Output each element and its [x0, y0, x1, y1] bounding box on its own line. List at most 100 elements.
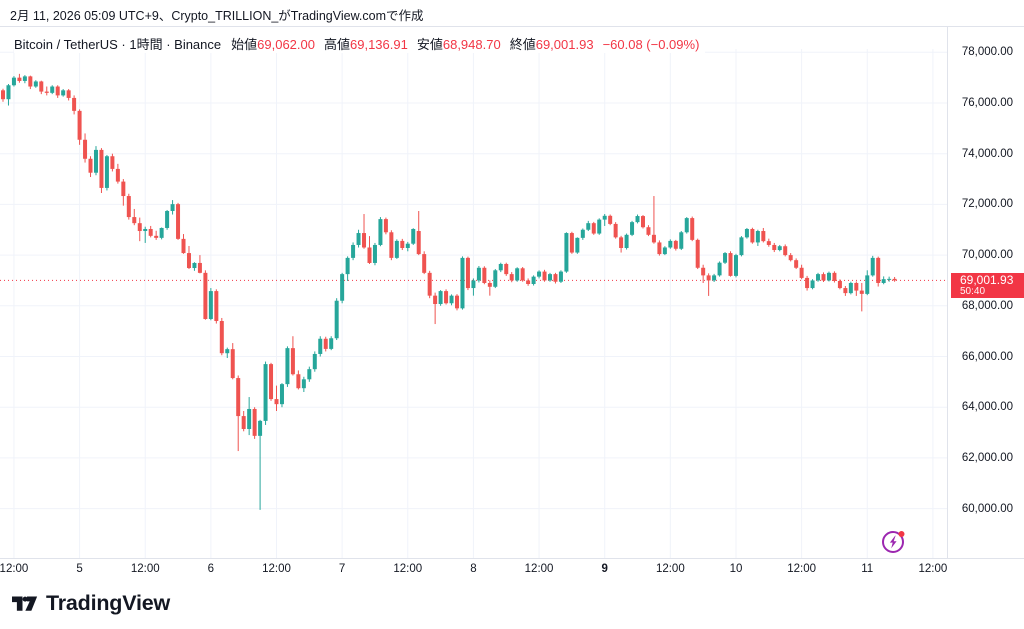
last-price-badge[interactable]: 69,001.93 50:40 [951, 273, 1024, 299]
candle-down [422, 254, 427, 273]
candle-down [367, 247, 372, 263]
candle-down [132, 217, 137, 224]
tradingview-wordmark: TradingView [46, 591, 171, 615]
candle-up [887, 278, 892, 280]
candle-up [668, 240, 673, 248]
instant-data-icon[interactable] [880, 528, 907, 555]
time-axis-label: 12:00 [130, 563, 160, 575]
candle-up [712, 275, 717, 281]
footer: TradingView [0, 580, 1024, 629]
candle-up [865, 275, 870, 294]
candle-down [706, 275, 711, 281]
candle-down [805, 277, 810, 289]
candle-down [553, 274, 558, 282]
candle-up [279, 384, 284, 405]
candle-up [61, 90, 66, 96]
candle-up [159, 227, 164, 238]
time-axis-label: 10 [729, 563, 743, 575]
candle-down [619, 237, 624, 249]
candle-up [345, 257, 350, 275]
candle-up [318, 338, 323, 354]
candle-down [854, 282, 859, 291]
price-axis-label: 76,000.00 [961, 97, 1013, 109]
candle-down [761, 231, 766, 242]
candle-down [520, 268, 525, 281]
candle-down [783, 246, 788, 256]
candle-up [208, 291, 213, 319]
candle-down [821, 274, 826, 281]
candle-up [624, 234, 629, 249]
candle-down [400, 240, 405, 249]
candle-down [154, 235, 159, 238]
candle-up [870, 257, 875, 276]
candle-up [755, 231, 760, 243]
candle-up [93, 149, 98, 173]
candle-down [219, 321, 224, 354]
time-axis-label: 12:00 [655, 563, 685, 575]
candle-down [657, 242, 662, 255]
candle-up [307, 369, 312, 380]
time-axis-label: 12:00 [918, 563, 948, 575]
time-axis-label: 12:00 [787, 563, 816, 575]
notification-dot [898, 531, 905, 537]
price-axis-border [947, 27, 948, 558]
candle-down [465, 257, 470, 289]
candle-down [701, 267, 706, 276]
candle-up [394, 240, 399, 258]
candle-down [695, 239, 700, 268]
candle-down [591, 223, 596, 234]
candle-up [723, 253, 728, 263]
candle-up [558, 271, 563, 282]
candle-down [323, 338, 328, 349]
icon-circle [882, 531, 904, 553]
candle-down [640, 216, 645, 228]
chart-legend: Bitcoin / TetherUS · 1時間 · Binance 始値69,0… [14, 34, 706, 53]
candle-down [362, 233, 367, 248]
candle-up [635, 216, 640, 223]
price-axis-label: 62,000.00 [961, 451, 1013, 464]
candle-up [258, 420, 263, 436]
last-price-value: 69,001.93 [960, 273, 1014, 288]
candle-up [22, 76, 27, 81]
time-axis-label: 7 [338, 563, 346, 575]
candle-up [826, 272, 831, 281]
legend-low-label: 安値 [416, 37, 443, 52]
candle-down [569, 233, 574, 253]
candle-down [728, 253, 733, 276]
chart-pane[interactable]: Bitcoin / TetherUS · 1時間 · Binance 始値69,0… [0, 26, 1024, 581]
time-axis-label: 5 [76, 563, 83, 575]
candle-down [542, 271, 547, 281]
candlestick-plot[interactable] [0, 27, 947, 559]
time-axis-label: 12:00 [0, 563, 29, 575]
candle-down [444, 291, 449, 304]
price-axis-label: 74,000.00 [961, 147, 1013, 160]
candle-down [269, 364, 274, 400]
candle-down [296, 374, 301, 389]
legend-symbol[interactable]: Bitcoin / TetherUS · 1時間 · Binance [14, 37, 222, 52]
candle-down [72, 97, 77, 111]
candle-up [537, 271, 542, 277]
candle-up [372, 244, 377, 263]
candle-down [236, 378, 241, 417]
candle-up [679, 232, 684, 249]
candle-down [673, 240, 678, 249]
tradingview-mark-icon [12, 596, 38, 611]
candle-up [810, 280, 815, 289]
candle-down [455, 295, 460, 309]
candle-down [28, 76, 33, 87]
candle-down [389, 232, 394, 258]
tradingview-logo[interactable]: TradingView [12, 591, 170, 616]
candle-down [504, 263, 509, 275]
candle-up [575, 237, 580, 253]
candle-down [608, 215, 613, 224]
candle-up [739, 237, 744, 256]
candle-down [788, 255, 793, 261]
candle-down [197, 262, 202, 273]
legend-high-value: 69,136.91 [350, 37, 408, 52]
candle-down [110, 156, 115, 169]
candle-up [881, 279, 886, 283]
time-axis-label: 12:00 [393, 563, 423, 575]
candle-down [274, 399, 279, 405]
candle-down [252, 408, 257, 436]
candle-down [427, 272, 432, 296]
